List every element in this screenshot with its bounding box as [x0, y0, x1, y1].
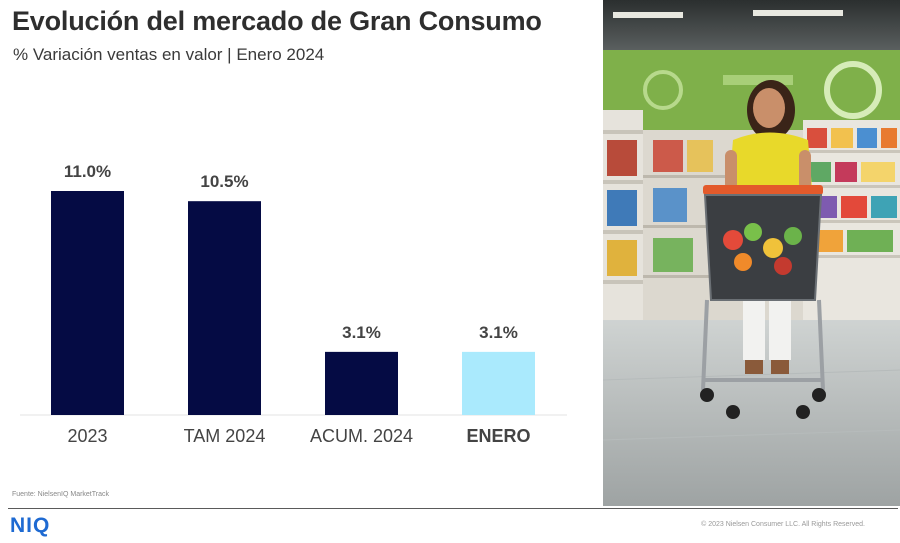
- niq-logo: NIQ: [10, 514, 51, 537]
- category-label-2023: 2023: [67, 426, 107, 446]
- value-label-tam-2024: 10.5%: [200, 172, 248, 191]
- supermarket-shopper-photo: [603, 0, 900, 506]
- page-title: Evolución del mercado de Gran Consumo: [12, 6, 542, 36]
- bars-group: 11.0% 2023 10.5% TAM 2024 3.1% ACUM. 2024 3.1%…: [51, 162, 535, 446]
- copyright-note: © 2023 Nielsen Consumer LLC. All Rights …: [701, 521, 865, 528]
- value-label-enero: 3.1%: [479, 323, 518, 342]
- category-label-enero: ENERO: [466, 426, 530, 446]
- bar-acum-2024: [325, 351, 398, 415]
- page-subtitle: % Variación ventas en valor | Enero 2024: [13, 45, 325, 64]
- category-label-tam-2024: TAM 2024: [184, 426, 266, 446]
- bar-chart: 11.0% 2023 10.5% TAM 2024 3.1% ACUM. 2024 3.1%…: [20, 162, 567, 446]
- bar-2023: [51, 191, 124, 415]
- bar-tam-2024: [188, 201, 261, 415]
- value-label-2023: 11.0%: [64, 162, 111, 181]
- category-label-acum-2024: ACUM. 2024: [310, 426, 413, 446]
- bar-enero: [462, 351, 535, 415]
- value-label-acum-2024: 3.1%: [342, 323, 381, 342]
- footer-divider: [8, 508, 898, 509]
- source-note: Fuente: NielsenIQ MarketTrack: [12, 491, 109, 498]
